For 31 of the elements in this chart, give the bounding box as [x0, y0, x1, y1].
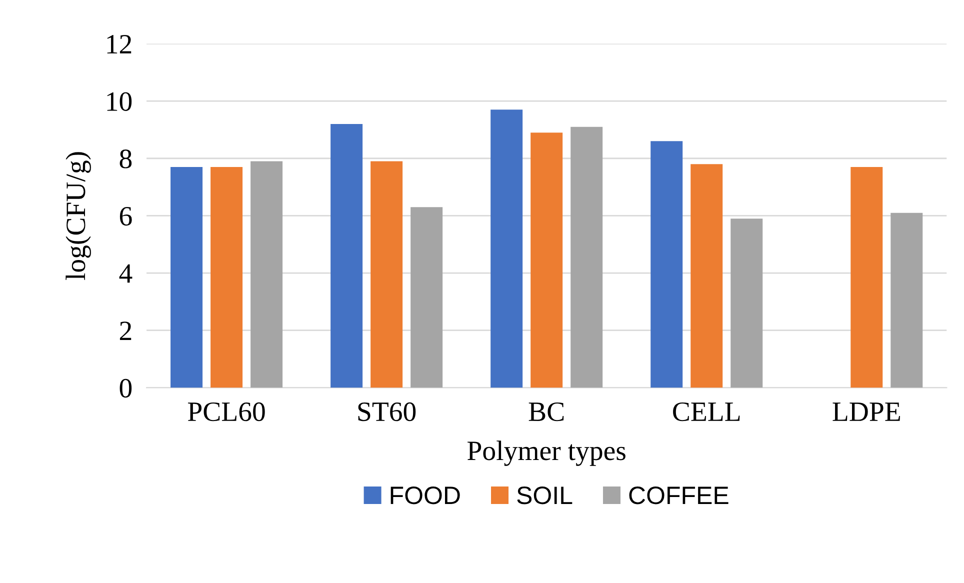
y-tick-label: 4 [119, 264, 132, 283]
bar [890, 212, 923, 388]
y-tick-label: 0 [120, 378, 132, 398]
y-axis-title: log(CFU/g) [66, 152, 91, 280]
bar [730, 218, 763, 388]
bar [250, 161, 283, 388]
y-tick-label: 6 [120, 206, 132, 226]
x-axis-title: Polymer types [468, 440, 626, 466]
bar [650, 141, 683, 388]
bar [410, 207, 443, 388]
legend-label: FOOD [390, 486, 460, 504]
bar [530, 132, 563, 388]
y-tick-label: 2 [120, 322, 132, 340]
bar [210, 166, 243, 388]
legend-label: SOIL [517, 486, 572, 504]
bar [170, 166, 203, 388]
x-tick-label: ST60 [358, 402, 416, 422]
x-tick-label: BC [528, 402, 564, 422]
bar [370, 161, 403, 388]
y-tick-label: 10 [107, 92, 132, 111]
bar [330, 124, 363, 388]
x-tick-label: CELL [673, 402, 740, 422]
y-tick-label: 8 [120, 150, 132, 168]
bar [490, 110, 523, 388]
x-tick-label: PCL60 [188, 402, 265, 422]
y-tick-label: 12 [107, 34, 132, 54]
bar [570, 126, 603, 388]
bar [850, 166, 883, 388]
bar [690, 164, 723, 388]
legend-label: COFFEE [629, 486, 728, 504]
x-tick-label: LDPE [832, 402, 900, 421]
